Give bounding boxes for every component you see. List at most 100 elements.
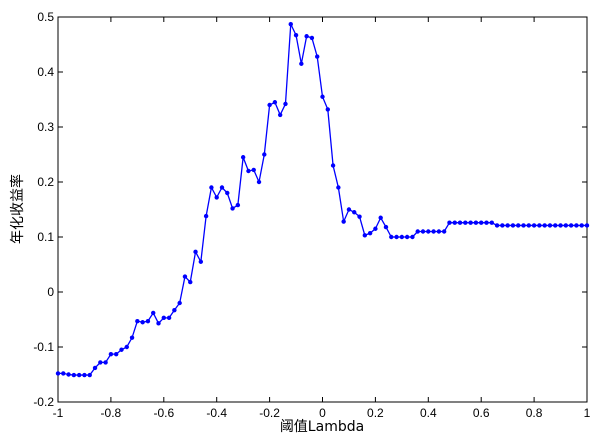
data-point bbox=[330, 163, 336, 168]
data-point bbox=[479, 220, 484, 225]
data-point bbox=[415, 229, 420, 234]
data-point bbox=[579, 223, 584, 228]
data-point bbox=[246, 168, 251, 174]
data-point bbox=[166, 315, 172, 321]
data-point bbox=[156, 321, 161, 326]
data-point bbox=[383, 224, 389, 230]
data-point bbox=[436, 229, 442, 234]
x-tick-label: 1 bbox=[584, 406, 590, 420]
data-point bbox=[500, 223, 505, 228]
y-tick-label: 0.2 bbox=[37, 175, 54, 189]
data-point bbox=[389, 234, 394, 240]
data-point bbox=[505, 223, 510, 228]
data-point bbox=[193, 249, 198, 255]
x-tick-label: 0.2 bbox=[367, 406, 384, 420]
y-tick-label: 0 bbox=[47, 285, 54, 299]
data-point bbox=[494, 223, 500, 228]
data-point bbox=[172, 307, 177, 313]
data-point bbox=[516, 223, 521, 228]
data-point bbox=[378, 215, 383, 220]
x-axis: -1 -0.8 -0.6 -0.4 -0.2 0 0.2 0.4 0.6 0.8 1 bbox=[53, 17, 590, 420]
data-point bbox=[399, 234, 405, 240]
data-point bbox=[553, 223, 558, 228]
data-point bbox=[288, 21, 293, 27]
y-tick-label: 0.5 bbox=[37, 10, 54, 24]
data-point bbox=[558, 223, 563, 228]
data-point bbox=[299, 61, 304, 66]
x-tick-label: 0.8 bbox=[526, 406, 543, 420]
data-point bbox=[526, 223, 532, 228]
x-tick-label: 0.6 bbox=[473, 406, 490, 420]
x-tick-label: -0.4 bbox=[206, 406, 227, 420]
plot-area bbox=[57, 16, 588, 403]
y-axis: -0.2 -0.1 0 0.1 0.2 0.3 0.4 0.5 bbox=[33, 10, 587, 409]
data-point bbox=[230, 206, 235, 211]
data-point bbox=[82, 372, 87, 378]
series-points bbox=[55, 21, 590, 378]
data-point bbox=[315, 54, 320, 59]
data-point bbox=[262, 152, 267, 157]
data-point bbox=[584, 223, 590, 228]
data-point bbox=[457, 220, 463, 225]
data-point bbox=[124, 344, 129, 350]
data-point bbox=[113, 351, 119, 357]
data-point bbox=[452, 220, 457, 225]
data-point bbox=[92, 365, 98, 371]
data-point bbox=[177, 300, 182, 306]
data-point bbox=[357, 214, 362, 219]
x-tick-label: -1 bbox=[53, 406, 64, 420]
data-point bbox=[87, 372, 92, 378]
data-point bbox=[214, 195, 219, 200]
data-point bbox=[510, 223, 516, 228]
data-point bbox=[568, 223, 574, 228]
data-point bbox=[251, 167, 256, 173]
data-point bbox=[145, 318, 151, 324]
data-point bbox=[336, 185, 341, 190]
data-point bbox=[256, 179, 262, 185]
y-tick-label: -0.1 bbox=[33, 340, 54, 354]
data-point bbox=[367, 230, 373, 236]
data-point bbox=[346, 207, 352, 212]
x-tick-label: -0.2 bbox=[259, 406, 280, 420]
data-point bbox=[537, 223, 542, 228]
data-point bbox=[431, 229, 436, 234]
data-point bbox=[135, 318, 140, 324]
data-point bbox=[235, 202, 241, 208]
data-point bbox=[66, 372, 71, 377]
data-point bbox=[320, 94, 325, 99]
data-point bbox=[108, 351, 114, 357]
data-point bbox=[293, 32, 299, 38]
data-point bbox=[341, 219, 346, 224]
data-point bbox=[198, 259, 204, 264]
data-point bbox=[426, 229, 431, 234]
data-point bbox=[240, 155, 246, 160]
y-tick-label: 0.1 bbox=[37, 230, 54, 244]
data-point bbox=[484, 220, 489, 225]
data-point bbox=[521, 223, 526, 228]
data-point bbox=[468, 220, 473, 225]
x-tick-label: -0.6 bbox=[153, 406, 174, 420]
data-point bbox=[352, 210, 357, 215]
data-point bbox=[441, 229, 447, 234]
data-point bbox=[547, 223, 553, 228]
data-point bbox=[119, 347, 124, 352]
data-point bbox=[563, 223, 569, 228]
data-point bbox=[394, 234, 399, 240]
y-tick-label: 0.3 bbox=[37, 120, 54, 134]
x-tick-label: 0 bbox=[319, 406, 326, 420]
data-point bbox=[188, 279, 193, 285]
data-point bbox=[161, 315, 166, 321]
data-point bbox=[574, 223, 579, 228]
data-point bbox=[209, 185, 214, 190]
data-point bbox=[55, 371, 61, 376]
data-point bbox=[61, 371, 66, 376]
data-point bbox=[489, 220, 494, 225]
data-point bbox=[182, 274, 188, 279]
data-point bbox=[277, 112, 283, 118]
data-point bbox=[473, 220, 479, 225]
data-point bbox=[420, 229, 426, 234]
data-point bbox=[151, 310, 156, 316]
x-tick-label: -0.8 bbox=[101, 406, 122, 420]
data-point bbox=[203, 213, 209, 219]
